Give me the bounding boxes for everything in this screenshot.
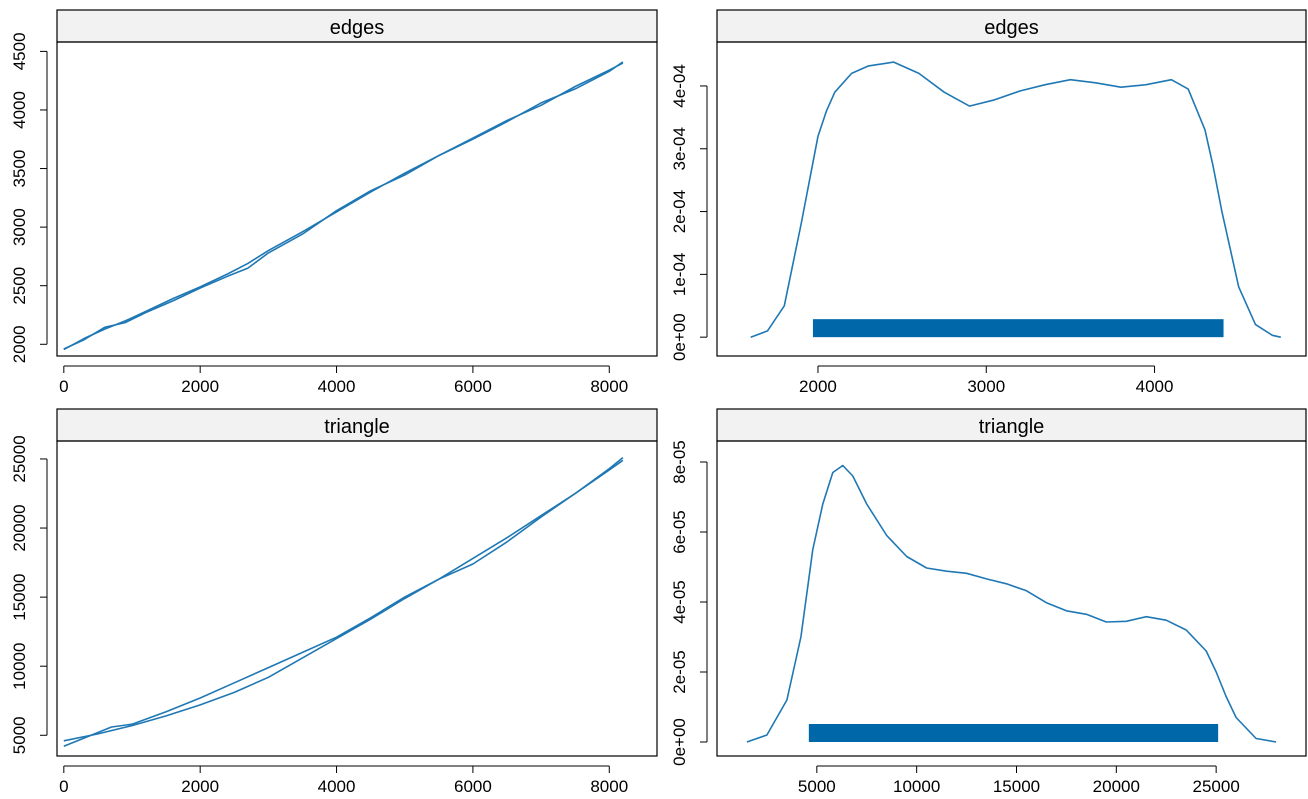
x-tick-label: 2000: [181, 377, 219, 396]
strip-header: [716, 408, 1307, 442]
series-line-1: [750, 61, 1281, 338]
x-tick-label: 10000: [893, 777, 940, 796]
x-tick-label: 2000: [799, 377, 837, 396]
x-tick-label: 6000: [454, 777, 492, 796]
y-tick-label: 1e-04: [670, 253, 689, 296]
x-tick-label: 3000: [967, 377, 1005, 396]
plot-frame: [716, 41, 1307, 357]
series-line-1: [746, 464, 1277, 743]
y-tick-label: 5000: [10, 716, 29, 754]
y-tick-label: 2500: [10, 267, 29, 305]
panel-4: triangle 5000 10000 15000 20000 25000 0e+00 2e-…: [670, 408, 1307, 796]
rug-bar: [808, 724, 1219, 742]
x-tick-label: 2000: [181, 777, 219, 796]
series-line-1: [63, 61, 624, 350]
strip-header: [56, 9, 658, 43]
x-tick-label: 8000: [590, 377, 628, 396]
series-line-2: [63, 62, 624, 351]
y-tick-label: 3500: [10, 150, 29, 188]
x-tick-label: 0: [59, 377, 68, 396]
x-tick-label: 8000: [590, 777, 628, 796]
y-tick-label: 4500: [10, 32, 29, 70]
y-tick-label: 4000: [10, 91, 29, 129]
x-tick-label: 25000: [1193, 777, 1240, 796]
x-tick-label: 6000: [454, 377, 492, 396]
rug-bar: [812, 319, 1224, 338]
y-tick-label: 0e+00: [670, 718, 689, 766]
panel-title: edges: [984, 17, 1039, 39]
y-tick-label: 0e+00: [670, 313, 689, 361]
panel-1: edges 0 2000 4000 6000 8000 2000 2500 3000 3500 40…: [10, 9, 658, 396]
y-tick-label: 2e-05: [670, 650, 689, 693]
y-tick-label: 2000: [10, 325, 29, 363]
y-tick-label: 3000: [10, 208, 29, 246]
y-tick-label: 4e-05: [670, 580, 689, 623]
panel-title: triangle: [324, 416, 390, 438]
y-tick-label: 25000: [10, 435, 29, 482]
y-tick-label: 4e-04: [670, 64, 689, 107]
strip-header: [716, 9, 1307, 43]
panel-2: edges 2000 3000 4000 0e+00 1e-04 2e-04 3e-04 4e-…: [670, 9, 1307, 396]
panel-3: triangle 0 2000 4000 6000 8000 5000 10000 15000 2…: [10, 408, 658, 796]
plot-frame: [716, 440, 1307, 757]
x-tick-label: 4000: [1136, 377, 1174, 396]
plot-frame: [56, 440, 658, 757]
y-tick-label: 2e-04: [670, 190, 689, 233]
y-tick-label: 3e-04: [670, 127, 689, 170]
y-tick-label: 6e-05: [670, 510, 689, 553]
plot-frame: [56, 41, 658, 357]
y-tick-label: 8e-05: [670, 440, 689, 483]
x-tick-label: 4000: [318, 777, 356, 796]
x-tick-label: 4000: [318, 377, 356, 396]
panel-title: edges: [330, 17, 385, 39]
y-tick-label: 20000: [10, 504, 29, 551]
x-tick-label: 0: [59, 777, 68, 796]
x-tick-label: 5000: [798, 777, 836, 796]
y-tick-label: 10000: [10, 643, 29, 690]
series-line-2: [63, 456, 624, 748]
x-tick-label: 15000: [993, 777, 1040, 796]
x-tick-label: 20000: [1093, 777, 1140, 796]
y-tick-label: 15000: [10, 573, 29, 620]
series-line-1: [63, 459, 624, 742]
panel-title: triangle: [979, 416, 1045, 438]
strip-header: [56, 408, 658, 442]
